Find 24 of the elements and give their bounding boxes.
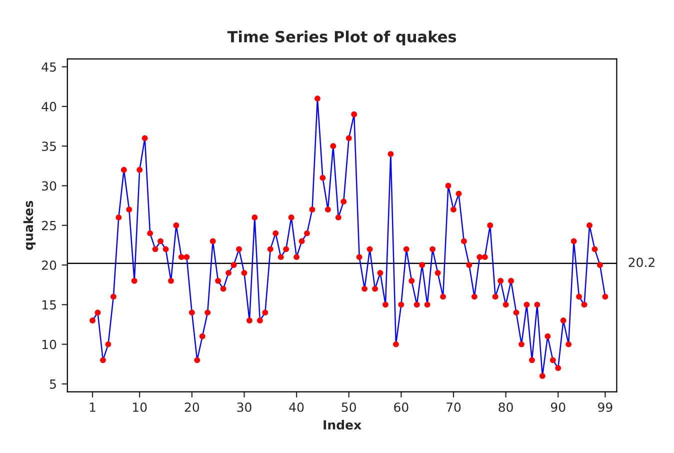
y-axis-title: quakes [23, 200, 36, 250]
y-tick-label: 45 [42, 62, 56, 72]
y-tick-label: 10 [42, 340, 56, 350]
y-tick-label: 5 [50, 380, 56, 389]
chart-title: Time Series Plot of quakes [227, 30, 456, 46]
x-tick-label: 10 [133, 402, 147, 412]
x-tick-label: 30 [237, 402, 252, 412]
x-tick-label: 80 [498, 402, 513, 412]
x-tick-label: 90 [550, 402, 566, 412]
y-tick-label: 20 [42, 260, 56, 270]
y-tick-label: 15 [42, 300, 56, 310]
x-tick-label: 40 [289, 402, 304, 412]
y-tick-label: 40 [42, 102, 56, 112]
y-tick-label: 25 [42, 220, 56, 230]
ref-line-label: 20.2 [628, 258, 654, 268]
y-tick-label: 35 [42, 142, 56, 152]
y-tick-label: 30 [42, 181, 56, 191]
x-tick-label: 70 [446, 402, 461, 412]
x-axis-title: Index [324, 420, 362, 430]
x-tick-label: 1 [90, 402, 96, 412]
x-tick-label: 20 [184, 402, 200, 412]
x-tick-label: 99 [598, 402, 612, 412]
x-tick-label: 50 [342, 402, 356, 412]
x-tick-label: 60 [394, 402, 408, 412]
